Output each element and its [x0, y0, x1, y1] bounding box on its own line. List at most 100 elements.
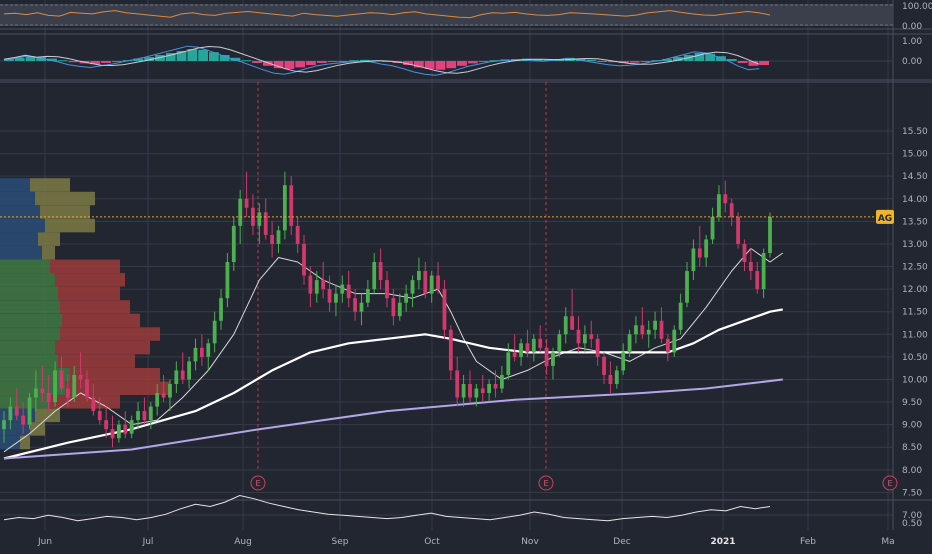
price-tick-label: 10.00 [902, 375, 928, 385]
macd-bar [435, 61, 446, 70]
macd-bar [478, 61, 489, 62]
profile-up-bar [0, 191, 35, 206]
candle-body [180, 370, 185, 380]
candle-body [244, 198, 249, 208]
candle-body [136, 411, 140, 421]
candle-body [142, 411, 147, 421]
time-label: Aug [234, 537, 252, 547]
macd-bar [457, 61, 467, 66]
candle-body [461, 383, 466, 398]
candle-body [614, 370, 619, 384]
candle-body [168, 383, 172, 398]
candle-body [372, 262, 377, 290]
time-label: Nov [521, 537, 539, 547]
candle-body [21, 415, 26, 425]
price-tick-label: 10.50 [902, 353, 928, 363]
candle-body [187, 361, 192, 380]
candle-body [448, 329, 453, 371]
macd-bar [111, 61, 122, 62]
candle-body [14, 406, 19, 416]
macd-bar [759, 61, 769, 65]
macd-bar [90, 61, 101, 65]
candle-body [308, 275, 313, 294]
macd-bar [133, 58, 144, 61]
macd-bar [748, 61, 759, 66]
macd-bar [360, 59, 370, 61]
candle-body [768, 216, 772, 253]
candle-body [65, 388, 70, 398]
macd-bar [608, 61, 618, 63]
macd-bar [47, 58, 57, 61]
profile-down-bar [38, 232, 60, 246]
candle-body [46, 393, 51, 403]
candle-body [225, 262, 230, 299]
candle-body [678, 302, 683, 330]
candle-body [429, 275, 434, 294]
rsi-line [3, 10, 771, 19]
rsi-band [0, 4, 893, 26]
profile-up-bar [0, 300, 60, 314]
candle-body [697, 248, 702, 258]
candle-body [710, 216, 715, 240]
candle-body [174, 370, 179, 384]
candle-body [359, 302, 364, 312]
time-label: Dec [613, 537, 630, 547]
price-axis: 15.50 15.00 14.50 14.00 13.50 13.00 12.50 12.00… [902, 2, 932, 529]
profile-down-bar [30, 422, 45, 436]
macd-bar [413, 61, 424, 68]
macd-bar [273, 61, 284, 69]
macd-bar [306, 61, 316, 65]
profile-up-bar [0, 218, 45, 233]
candle-body [270, 234, 274, 244]
macd-bar [68, 61, 79, 63]
profile-down-bar [58, 354, 135, 368]
candle-body [148, 406, 153, 421]
price-tick-label: 11.00 [902, 330, 928, 340]
candle-body [72, 374, 77, 398]
profile-down-bar [55, 273, 125, 287]
volume-tick-label: 0.50 [902, 519, 922, 529]
candle-body [334, 293, 338, 303]
candle-body [282, 185, 287, 231]
profile-up-bar [0, 435, 20, 450]
candle-body [500, 374, 504, 389]
candle-body [634, 325, 638, 335]
macd-bar [575, 58, 586, 61]
candle-body [302, 243, 306, 276]
macd-bar [705, 53, 716, 61]
candle-body [512, 352, 517, 357]
candle-body [193, 347, 198, 362]
candle-body [748, 262, 753, 272]
volume-line [3, 494, 771, 522]
price-tick-label: 9.00 [902, 421, 922, 431]
candle-body [385, 280, 389, 299]
price-tick-label: 7.50 [902, 488, 922, 498]
earnings-circle [538, 475, 554, 491]
time-label: Jun [37, 537, 52, 547]
profile-down-bar [60, 300, 130, 314]
macd-bar [36, 57, 47, 61]
candle-body [410, 280, 415, 294]
macd-bar [446, 61, 457, 69]
macd-signal-line [3, 45, 760, 74]
candle-body [755, 271, 760, 290]
macd-bar [187, 49, 198, 61]
profile-up-bar [0, 232, 38, 246]
ticker-badge [876, 209, 894, 224]
time-label: 2021 [710, 537, 735, 547]
candle-body [557, 334, 562, 353]
candle-body [761, 252, 766, 290]
earnings-label: E [543, 479, 548, 488]
candle-body [238, 198, 243, 226]
ma-line-ma200 [3, 378, 783, 460]
macd-bar [424, 61, 435, 69]
profile-down-bar [65, 381, 170, 396]
candle-body [8, 406, 13, 421]
candle-body [276, 230, 281, 244]
macd-bar [662, 59, 672, 61]
candle-body [506, 352, 511, 375]
time-label: Sep [332, 537, 349, 547]
price-tick-label: 14.00 [902, 195, 928, 205]
